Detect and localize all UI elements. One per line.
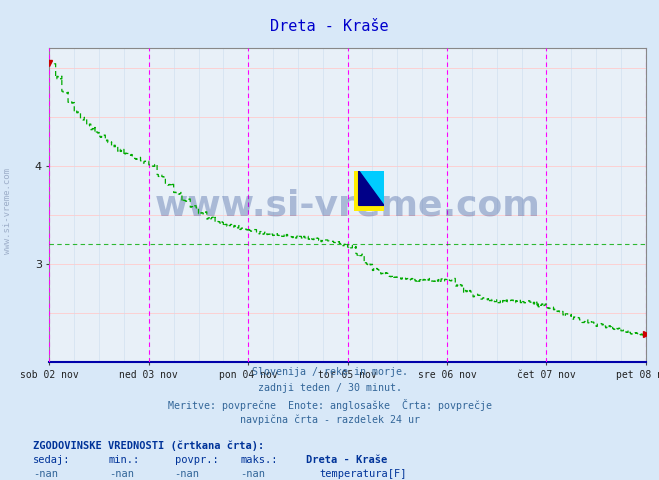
Text: -nan: -nan xyxy=(109,469,134,479)
Text: povpr.:: povpr.: xyxy=(175,455,218,465)
Text: sedaj:: sedaj: xyxy=(33,455,71,465)
Text: -nan: -nan xyxy=(175,469,200,479)
Text: www.si-vreme.com: www.si-vreme.com xyxy=(155,188,540,222)
Text: ZGODOVINSKE VREDNOSTI (črtkana črta):: ZGODOVINSKE VREDNOSTI (črtkana črta): xyxy=(33,440,264,451)
Text: min.:: min.: xyxy=(109,455,140,465)
Text: temperatura[F]: temperatura[F] xyxy=(320,469,407,479)
Text: Dreta - Kraše: Dreta - Kraše xyxy=(270,19,389,34)
Text: Slovenija / reke in morje.: Slovenija / reke in morje. xyxy=(252,367,407,377)
Text: -nan: -nan xyxy=(33,469,58,479)
Text: zadnji teden / 30 minut.: zadnji teden / 30 minut. xyxy=(258,383,401,393)
Text: maks.:: maks.: xyxy=(241,455,278,465)
Text: -nan: -nan xyxy=(241,469,266,479)
Polygon shape xyxy=(358,171,384,205)
Polygon shape xyxy=(358,171,384,205)
Text: navpična črta - razdelek 24 ur: navpična črta - razdelek 24 ur xyxy=(239,415,420,425)
Text: www.si-vreme.com: www.si-vreme.com xyxy=(3,168,13,254)
Text: Dreta - Kraše: Dreta - Kraše xyxy=(306,455,387,465)
Text: Meritve: povprečne  Enote: anglosaške  Črta: povprečje: Meritve: povprečne Enote: anglosaške Črt… xyxy=(167,399,492,411)
